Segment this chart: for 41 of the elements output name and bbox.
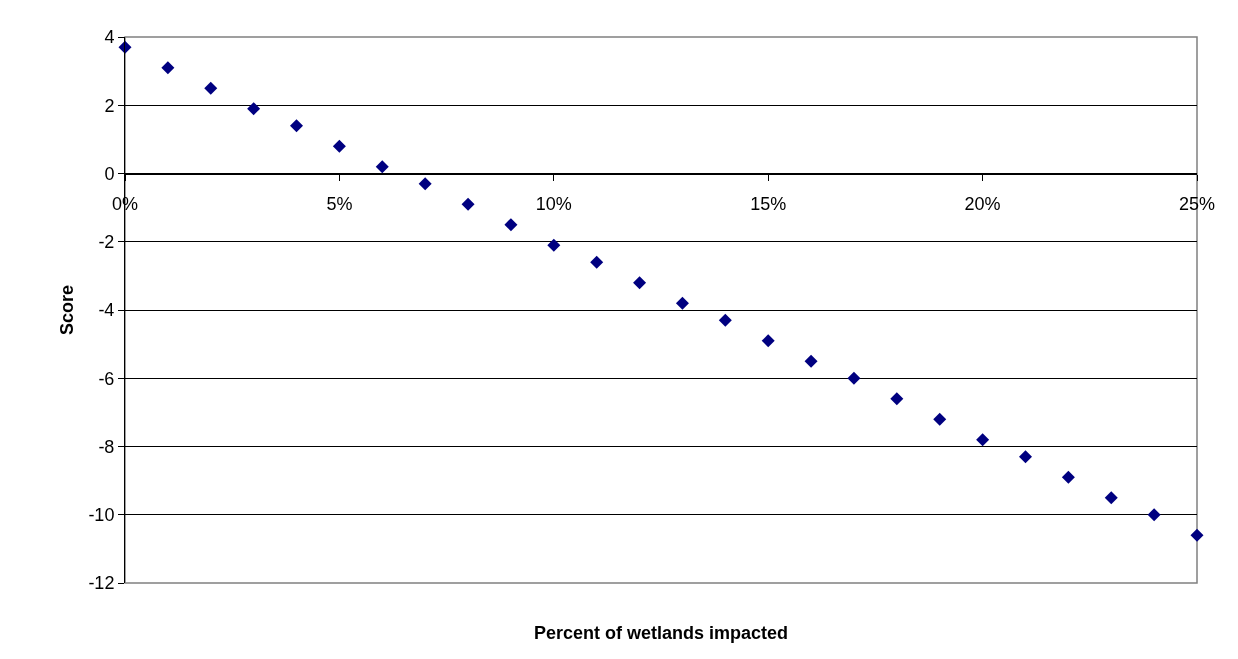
point [290,119,304,133]
point [247,102,261,116]
y-tick-label: -6 [98,368,115,389]
point [504,218,518,232]
point [204,81,218,95]
point [547,238,561,252]
point [161,61,175,75]
y-tick-label: -12 [88,573,115,594]
point [976,433,990,447]
point [804,354,818,368]
y-tick-label: 2 [104,95,115,116]
y-tick-label: -2 [98,232,115,253]
point [461,197,475,211]
point [1104,491,1118,505]
point [633,276,647,290]
point [933,412,947,426]
y-tick-label: -8 [98,436,115,457]
x-tick-label: 15% [750,194,787,215]
point [675,296,689,310]
point [590,255,604,269]
x-tick-label: 20% [964,194,1001,215]
point [1147,508,1161,522]
point [1190,528,1204,542]
point [847,371,861,385]
point [890,392,904,406]
x-axis-title: Percent of wetlands impacted [534,623,789,643]
y-tick-label: -4 [98,300,115,321]
x-tick-label: 25% [1178,194,1216,215]
x-tick-label: 10% [535,194,572,215]
point [375,160,389,174]
point [332,139,346,153]
point [418,177,432,191]
y-tick-label: -10 [88,505,115,526]
y-tick-label: 0 [104,163,115,184]
point [1018,450,1032,464]
point [718,313,732,327]
y-axis-title: Score [56,284,77,336]
point [761,334,775,348]
point [1061,470,1075,484]
y-tick-label: 4 [104,27,115,48]
x-tick-label: 5% [326,194,353,215]
